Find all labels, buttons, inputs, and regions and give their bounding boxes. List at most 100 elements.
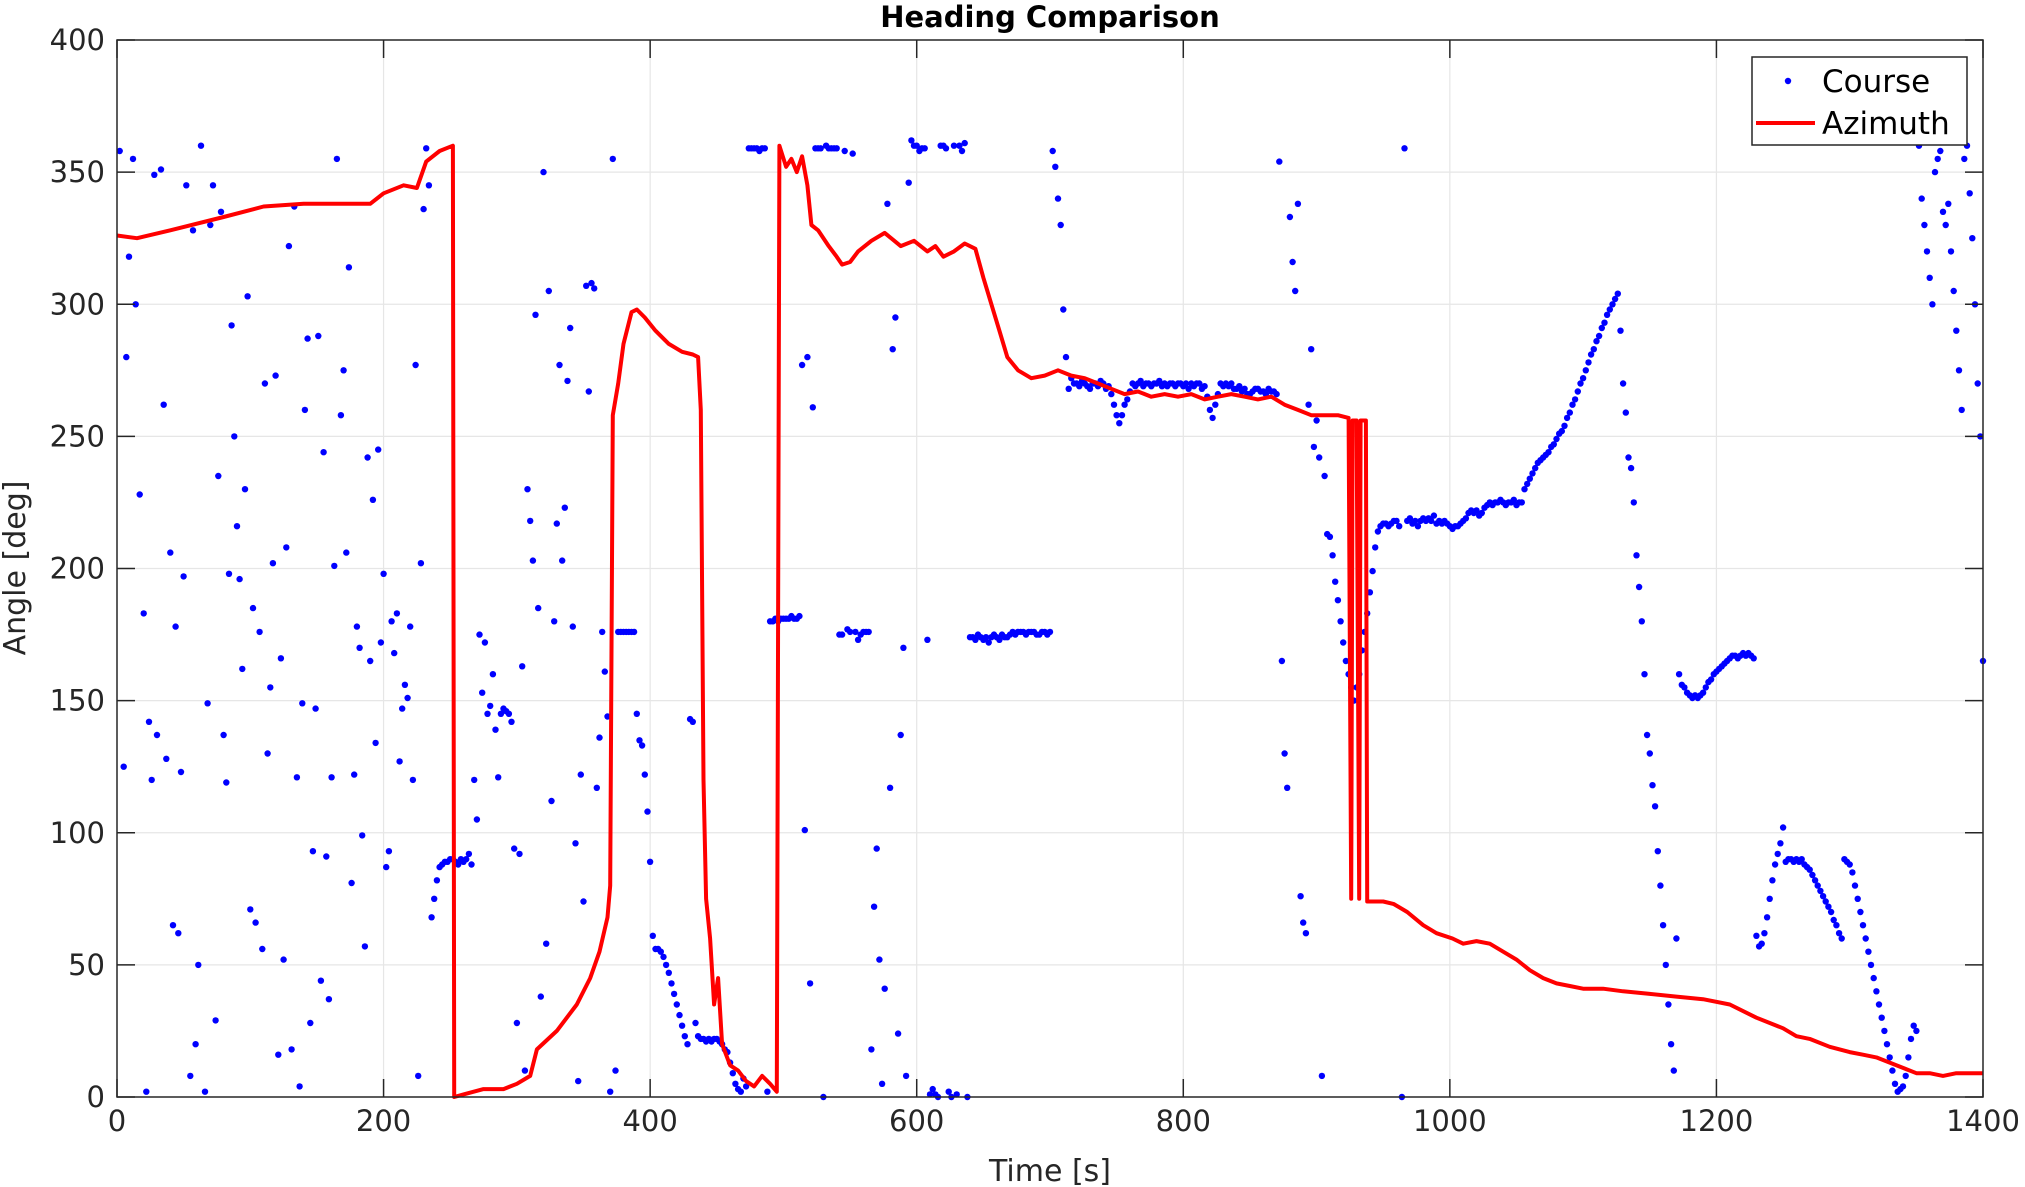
- course-point: [1609, 301, 1616, 308]
- course-point: [1241, 385, 1248, 392]
- course-point: [660, 953, 667, 961]
- course-point: [644, 808, 651, 815]
- course-point: [231, 433, 238, 440]
- course-point: [1665, 1001, 1672, 1008]
- course-point: [681, 1033, 688, 1040]
- course-point: [328, 774, 335, 781]
- course-point: [1308, 346, 1315, 353]
- x-tick-label: 200: [356, 1104, 411, 1138]
- course-point: [351, 771, 358, 778]
- course-point: [1761, 930, 1768, 937]
- course-point: [129, 155, 137, 163]
- course-point: [409, 776, 417, 784]
- course-point: [580, 898, 587, 905]
- course-point: [353, 623, 361, 630]
- course-point: [1284, 784, 1291, 791]
- course-point: [1825, 903, 1832, 910]
- course-point: [267, 684, 274, 691]
- course-point: [1913, 1027, 1920, 1035]
- course-point: [1137, 377, 1144, 385]
- course-point: [1209, 414, 1216, 422]
- x-tick-label: 600: [889, 1104, 944, 1138]
- course-point: [1699, 689, 1707, 696]
- course-point: [1428, 517, 1435, 525]
- course-point: [1819, 893, 1827, 900]
- course-point: [1060, 306, 1067, 313]
- course-point: [407, 623, 414, 630]
- course-point: [479, 689, 486, 696]
- course-point: [1289, 258, 1296, 266]
- course-point: [315, 332, 322, 340]
- x-tick-label: 0: [108, 1104, 126, 1138]
- course-point: [817, 145, 824, 152]
- course-point: [399, 705, 406, 712]
- course-point: [556, 361, 563, 369]
- course-point: [304, 335, 311, 342]
- course-point: [1862, 935, 1869, 942]
- course-point: [892, 314, 899, 321]
- course-point: [1910, 1022, 1917, 1029]
- course-point: [1182, 380, 1190, 387]
- course-point: [1529, 470, 1536, 477]
- course-point: [1606, 306, 1614, 313]
- y-tick-label: 300: [50, 287, 105, 321]
- course-point: [1830, 916, 1837, 924]
- course-point: [942, 145, 950, 152]
- course-point: [1057, 221, 1064, 229]
- course-point: [377, 639, 385, 646]
- course-point: [331, 562, 338, 570]
- course-point: [495, 774, 502, 781]
- course-point: [958, 147, 966, 155]
- course-point: [1750, 655, 1757, 662]
- course-point: [1156, 377, 1163, 385]
- course-point: [905, 179, 912, 186]
- course-point: [897, 731, 904, 739]
- course-point: [1065, 385, 1072, 392]
- course-point: [1857, 908, 1864, 916]
- course-point: [913, 142, 920, 149]
- course-point: [1603, 311, 1611, 318]
- course-point: [1076, 383, 1083, 390]
- legend-azimuth-label: Azimuth: [1822, 106, 1950, 142]
- course-point: [1835, 930, 1843, 937]
- course-point: [404, 694, 411, 702]
- course-point: [551, 618, 558, 625]
- course-point: [662, 961, 670, 969]
- course-point: [1561, 422, 1568, 429]
- course-point: [143, 1088, 150, 1095]
- course-point: [894, 1030, 902, 1037]
- course-point: [1430, 512, 1438, 519]
- course-point: [1918, 195, 1925, 202]
- course-point: [160, 401, 167, 408]
- course-point: [665, 969, 672, 976]
- course-point: [1641, 671, 1648, 678]
- course-point: [1635, 583, 1643, 591]
- course-point: [396, 758, 403, 765]
- course-point: [1406, 515, 1414, 522]
- course-point: [1657, 882, 1664, 889]
- course-point: [537, 993, 544, 1000]
- course-point: [569, 623, 576, 630]
- course-point: [849, 150, 856, 157]
- course-point: [415, 1072, 422, 1080]
- course-point: [601, 668, 608, 675]
- course-point: [1875, 1001, 1883, 1008]
- course-point: [468, 861, 475, 868]
- course-point: [982, 634, 990, 641]
- x-tick-label: 400: [622, 1104, 677, 1138]
- course-point: [596, 734, 603, 741]
- course-point: [1771, 861, 1779, 868]
- course-point: [367, 657, 374, 665]
- course-point: [197, 142, 205, 149]
- course-point: [548, 797, 555, 805]
- course-point: [684, 1041, 691, 1048]
- course-point: [1814, 882, 1821, 889]
- course-point: [1625, 454, 1632, 461]
- course-point: [796, 612, 803, 620]
- course-point: [1212, 401, 1219, 408]
- course-point: [577, 771, 584, 778]
- course-point: [1052, 163, 1059, 170]
- course-point: [1054, 195, 1062, 202]
- course-point: [337, 412, 345, 419]
- course-point: [508, 718, 515, 725]
